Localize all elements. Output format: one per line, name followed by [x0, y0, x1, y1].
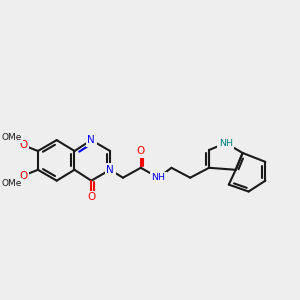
Text: NH: NH [152, 173, 166, 182]
Text: O: O [87, 193, 95, 202]
Text: O: O [19, 140, 27, 150]
Text: N: N [106, 165, 114, 175]
Text: OMe: OMe [1, 179, 21, 188]
Text: OMe: OMe [1, 133, 21, 142]
Text: O: O [136, 146, 145, 156]
Text: NH: NH [219, 139, 233, 148]
Text: O: O [19, 171, 27, 181]
Text: N: N [87, 135, 95, 145]
